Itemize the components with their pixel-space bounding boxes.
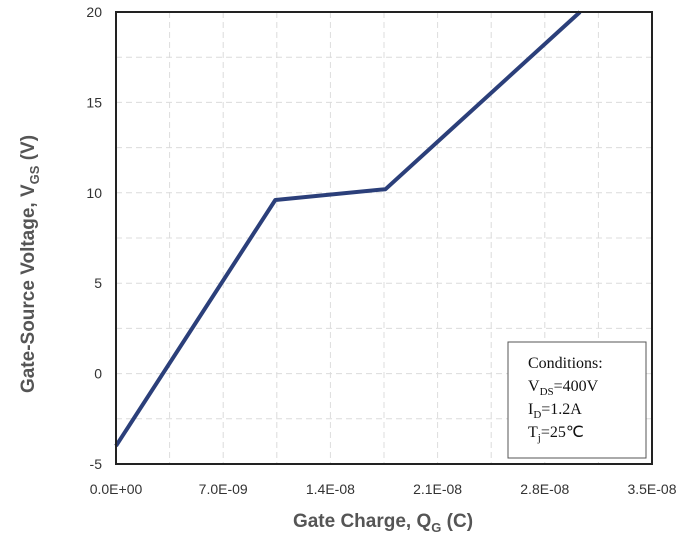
- conditions-box: Conditions: VDS=400V ID=1.2A Tj=25℃: [507, 341, 647, 459]
- x-tick-label: 3.5E-08: [627, 481, 676, 497]
- y-tick-label: 10: [86, 185, 102, 201]
- grid-lines: [116, 12, 652, 464]
- x-axis-title: Gate Charge, QG (C): [293, 511, 473, 535]
- conditions-id: ID=1.2A: [528, 401, 582, 421]
- x-tick-label: 2.1E-08: [413, 481, 462, 497]
- series-group: [114, 10, 582, 447]
- y-axis-title: Gate-Source Voltage, VGS (V): [18, 135, 42, 393]
- conditions-vds: VDS=400V: [528, 378, 599, 398]
- series-line: [114, 10, 582, 447]
- plot-frame: [115, 11, 653, 465]
- y-tick-labels: -5 0 5 10 15 20: [86, 4, 102, 472]
- x-tick-label: 0.0E+00: [90, 481, 143, 497]
- x-tick-labels: 0.0E+00 7.0E-09 1.4E-08 2.1E-08 2.8E-08 3.5E-…: [90, 481, 677, 497]
- y-tick-label: 5: [94, 275, 102, 291]
- y-tick-label: 15: [86, 94, 102, 110]
- conditions-title: Conditions:: [528, 355, 603, 372]
- x-tick-label: 2.8E-08: [520, 481, 569, 497]
- conditions-box-border: [507, 341, 647, 459]
- y-tick-label: 0: [94, 366, 102, 382]
- x-tick-label: 7.0E-09: [199, 481, 248, 497]
- y-tick-label: 20: [86, 4, 102, 20]
- conditions-tj: Tj=25℃: [528, 424, 584, 444]
- x-tick-label: 1.4E-08: [306, 481, 355, 497]
- y-tick-label: -5: [90, 456, 103, 472]
